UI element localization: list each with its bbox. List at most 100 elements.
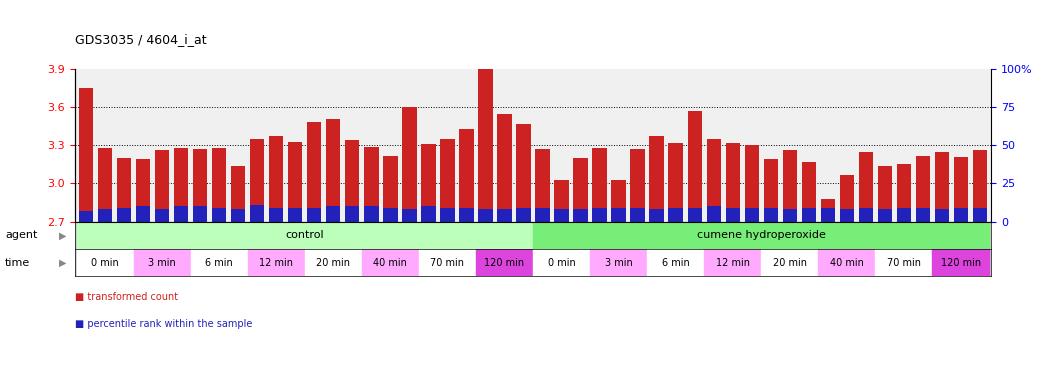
Bar: [764, 208, 777, 222]
Bar: [117, 208, 132, 222]
Bar: [362, 249, 419, 276]
Bar: [136, 159, 151, 222]
Bar: [668, 208, 683, 222]
Bar: [744, 146, 759, 222]
Bar: [440, 208, 455, 222]
Text: 70 min: 70 min: [886, 258, 921, 268]
Bar: [687, 111, 702, 222]
Bar: [212, 208, 226, 222]
Bar: [479, 65, 493, 222]
Bar: [364, 147, 379, 222]
Bar: [630, 208, 645, 222]
Bar: [174, 206, 188, 222]
Bar: [326, 119, 340, 222]
Bar: [479, 209, 493, 222]
Bar: [193, 206, 208, 222]
Text: time: time: [5, 258, 30, 268]
Bar: [383, 156, 398, 222]
Bar: [647, 249, 704, 276]
Bar: [934, 152, 949, 222]
Bar: [875, 249, 932, 276]
Bar: [326, 206, 340, 222]
Bar: [136, 206, 151, 222]
Bar: [611, 180, 626, 222]
Bar: [878, 209, 892, 222]
Bar: [650, 136, 663, 222]
Bar: [289, 208, 302, 222]
Text: 70 min: 70 min: [431, 258, 464, 268]
Bar: [573, 158, 588, 222]
Bar: [973, 151, 987, 222]
Bar: [516, 208, 530, 222]
Bar: [916, 156, 930, 222]
Bar: [364, 206, 379, 222]
Text: control: control: [285, 230, 324, 240]
Bar: [174, 148, 188, 222]
Bar: [516, 124, 530, 222]
Bar: [536, 149, 550, 222]
Bar: [248, 249, 305, 276]
Bar: [250, 139, 265, 222]
Text: 3 min: 3 min: [148, 258, 176, 268]
Bar: [954, 208, 968, 222]
Bar: [801, 208, 816, 222]
Bar: [79, 88, 93, 222]
Bar: [726, 143, 740, 222]
Bar: [668, 143, 683, 222]
Text: ■ percentile rank within the sample: ■ percentile rank within the sample: [75, 319, 252, 329]
Bar: [707, 206, 720, 222]
Text: 12 min: 12 min: [715, 258, 749, 268]
Bar: [801, 162, 816, 222]
Bar: [383, 208, 398, 222]
Text: GDS3035 / 4604_i_at: GDS3035 / 4604_i_at: [75, 33, 207, 46]
Bar: [307, 208, 322, 222]
Text: 40 min: 40 min: [374, 258, 407, 268]
Text: cumene hydroperoxide: cumene hydroperoxide: [696, 230, 825, 240]
Bar: [191, 249, 248, 276]
Bar: [650, 209, 663, 222]
Bar: [421, 206, 436, 222]
Bar: [897, 164, 911, 222]
Text: ▶: ▶: [58, 258, 66, 268]
Bar: [305, 249, 362, 276]
Bar: [497, 114, 512, 222]
Text: 120 min: 120 min: [485, 258, 524, 268]
Bar: [289, 142, 302, 222]
Bar: [858, 152, 873, 222]
Bar: [536, 208, 550, 222]
Bar: [212, 148, 226, 222]
Bar: [954, 157, 968, 222]
Text: 3 min: 3 min: [605, 258, 632, 268]
Bar: [630, 149, 645, 222]
Bar: [554, 180, 569, 222]
Bar: [98, 148, 112, 222]
Text: 120 min: 120 min: [940, 258, 981, 268]
Bar: [534, 222, 989, 249]
Bar: [460, 129, 473, 222]
Bar: [878, 166, 892, 222]
Bar: [460, 208, 473, 222]
Bar: [534, 249, 590, 276]
Bar: [269, 136, 283, 222]
Bar: [840, 175, 854, 222]
Text: 0 min: 0 min: [548, 258, 575, 268]
Bar: [818, 249, 875, 276]
Bar: [840, 209, 854, 222]
Text: agent: agent: [5, 230, 37, 240]
Bar: [858, 208, 873, 222]
Bar: [421, 144, 436, 222]
Text: 6 min: 6 min: [206, 258, 234, 268]
Bar: [403, 107, 416, 222]
Bar: [346, 140, 359, 222]
Bar: [134, 249, 191, 276]
Bar: [403, 209, 416, 222]
Text: 0 min: 0 min: [91, 258, 119, 268]
Bar: [590, 249, 647, 276]
Bar: [593, 208, 606, 222]
Text: 20 min: 20 min: [317, 258, 351, 268]
Bar: [554, 209, 569, 222]
Bar: [231, 209, 245, 222]
Bar: [821, 199, 835, 222]
Bar: [79, 211, 93, 222]
Text: 20 min: 20 min: [772, 258, 807, 268]
